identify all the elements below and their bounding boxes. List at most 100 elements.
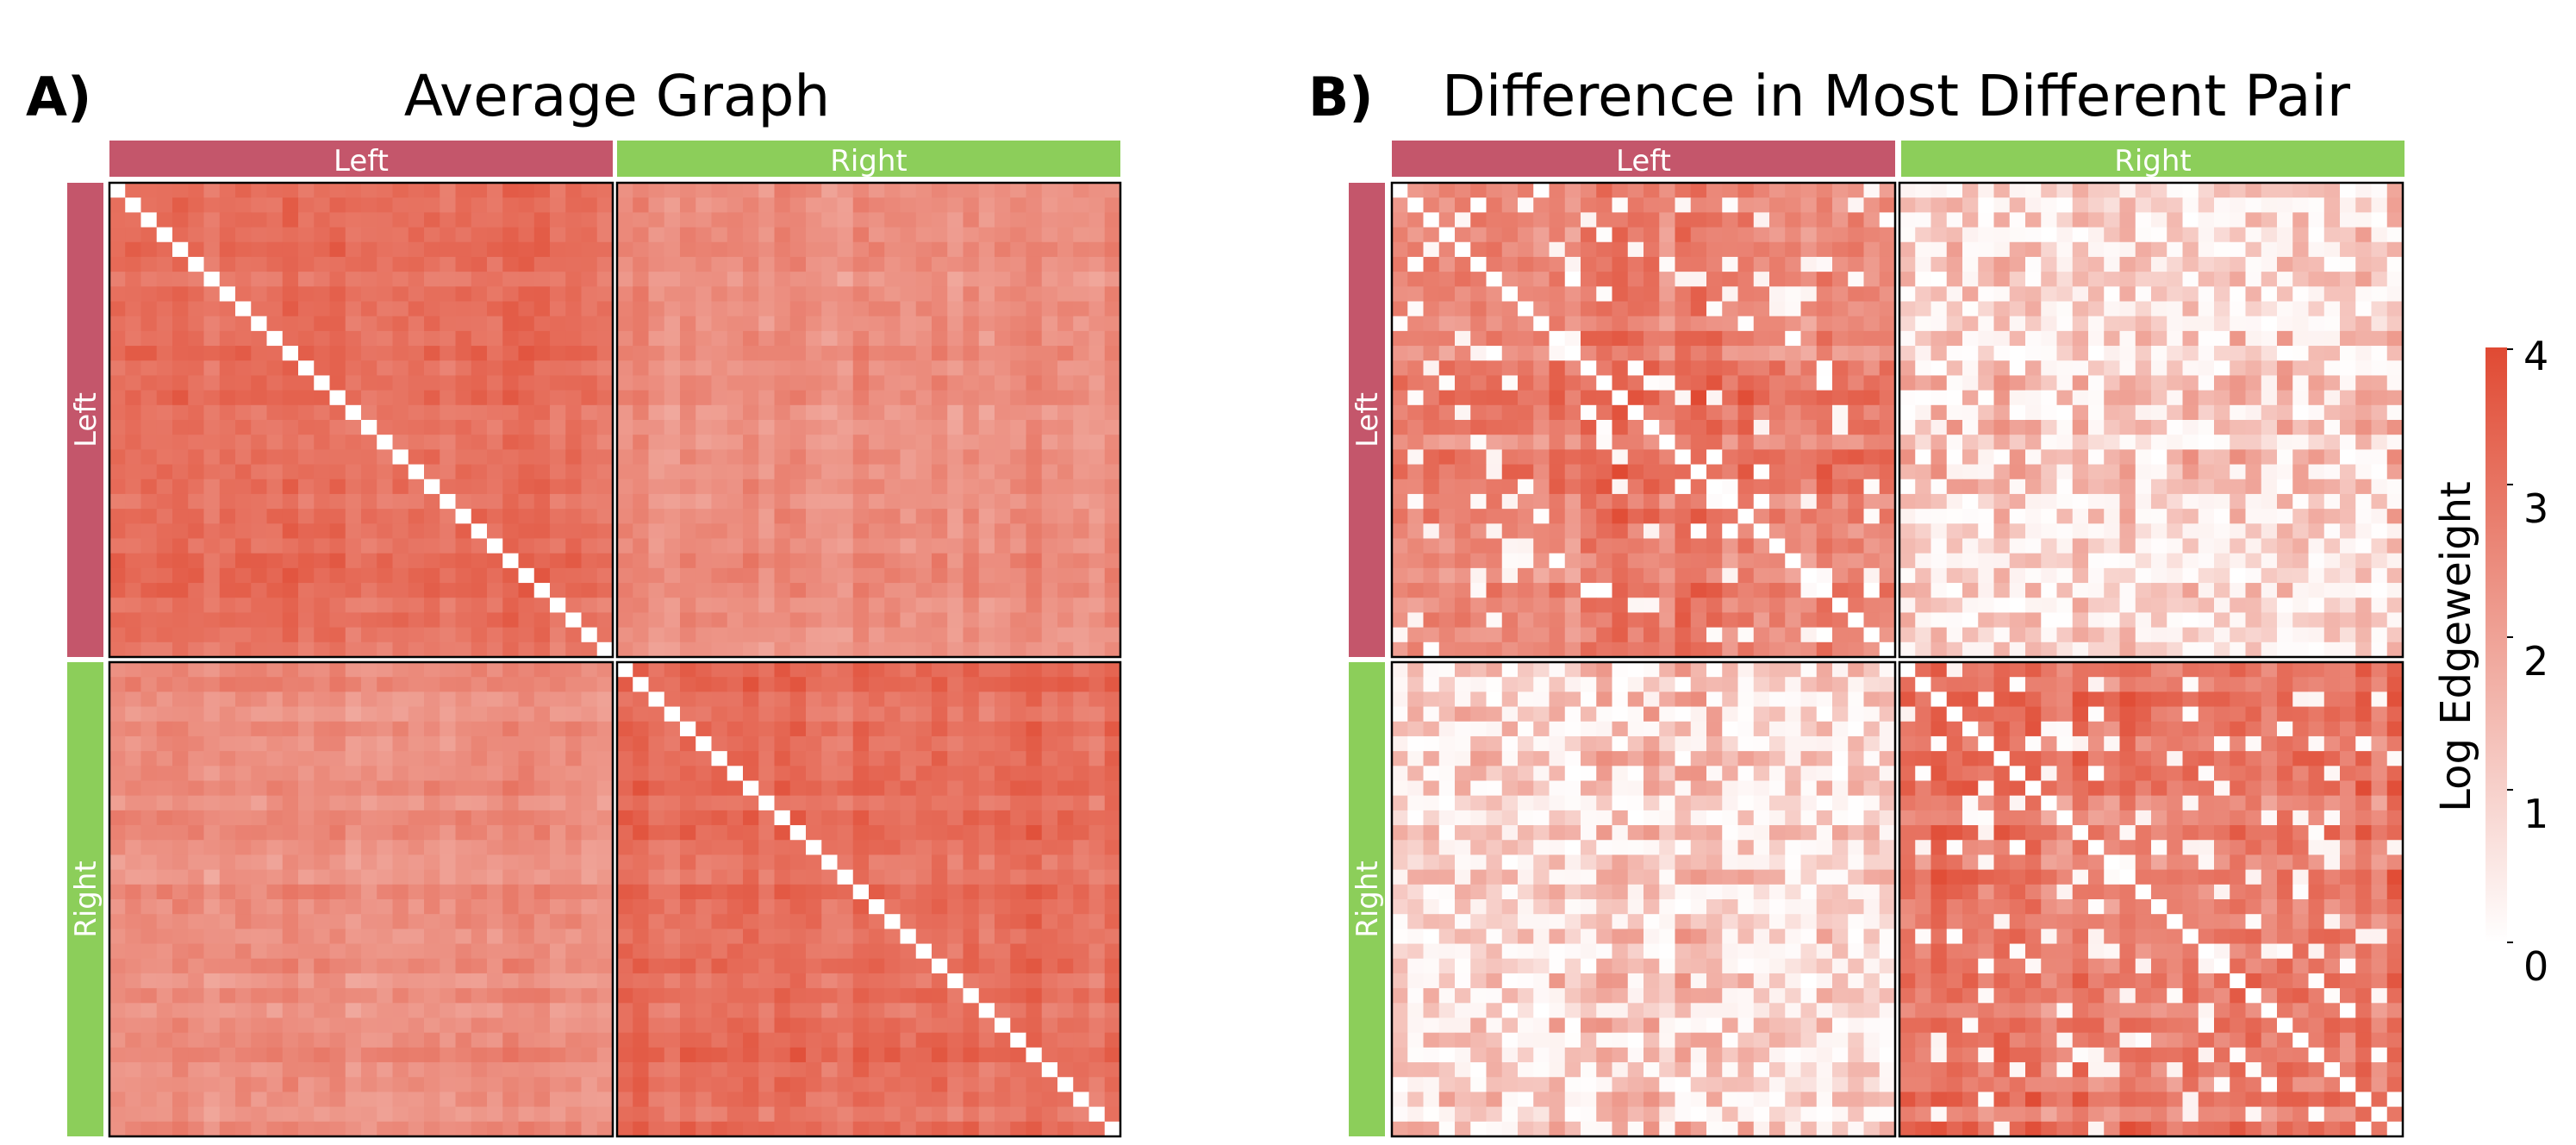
heatmap-cell xyxy=(884,722,901,737)
heatmap-cell xyxy=(1817,286,1833,302)
heatmap-cell xyxy=(775,662,791,678)
heatmap-cell xyxy=(109,242,126,258)
heatmap-cell xyxy=(1026,707,1043,723)
heatmap-cell xyxy=(901,944,917,960)
heatmap-cell xyxy=(649,360,665,376)
heatmap-cell xyxy=(346,662,362,678)
heatmap-cell xyxy=(487,346,503,361)
heatmap-cell xyxy=(964,554,980,569)
heatmap-cell xyxy=(251,662,267,678)
heatmap-cell xyxy=(471,509,488,524)
heatmap-cell xyxy=(727,781,744,797)
heatmap-cell xyxy=(1785,331,1801,347)
heatmap-cell xyxy=(188,523,204,539)
heatmap-cell xyxy=(393,360,409,376)
heatmap-cell xyxy=(1439,554,1456,569)
heatmap-cell xyxy=(1691,228,1707,243)
heatmap-cell xyxy=(125,707,141,723)
heatmap-cell xyxy=(330,286,346,302)
heatmap-cell xyxy=(283,554,299,569)
heatmap-cell xyxy=(1596,449,1612,465)
heatmap-cell xyxy=(141,751,158,766)
heatmap-cell xyxy=(550,988,566,1004)
heatmap-cell xyxy=(1832,302,1849,317)
heatmap-cell xyxy=(727,1107,744,1123)
panel-a-block-right-left xyxy=(109,662,613,1136)
heatmap-cell xyxy=(838,914,854,929)
heatmap-cell xyxy=(109,272,126,287)
heatmap-cell xyxy=(1057,691,1074,707)
heatmap-cell xyxy=(393,707,409,723)
heatmap-cell xyxy=(853,840,870,855)
heatmap-cell xyxy=(109,509,126,524)
heatmap-cell xyxy=(188,854,204,870)
heatmap-cell xyxy=(695,360,712,376)
heatmap-cell xyxy=(565,707,582,723)
heatmap-cell xyxy=(695,707,712,723)
heatmap-cell xyxy=(314,854,330,870)
heatmap-cell xyxy=(1089,825,1106,841)
heatmap-cell xyxy=(1487,316,1503,332)
heatmap-cell xyxy=(901,825,917,841)
heatmap-cell xyxy=(743,612,759,628)
heatmap-cell xyxy=(932,212,948,228)
heatmap-cell xyxy=(775,944,791,960)
heatmap-cell xyxy=(664,751,681,766)
heatmap-cell xyxy=(314,825,330,841)
heatmap-cell xyxy=(1105,707,1121,723)
heatmap-cell xyxy=(346,870,362,885)
heatmap-cell xyxy=(361,1092,377,1107)
heatmap-cell xyxy=(901,1092,917,1107)
heatmap-cell xyxy=(838,736,854,752)
heatmap-cell xyxy=(346,479,362,495)
heatmap-cell xyxy=(1089,628,1106,643)
heatmap-cell xyxy=(916,1048,932,1063)
heatmap-cell xyxy=(267,1048,284,1063)
heatmap-cell xyxy=(550,1018,566,1034)
heatmap-cell xyxy=(1010,212,1026,228)
heatmap-cell xyxy=(487,662,503,678)
heatmap-cell xyxy=(1848,509,1864,524)
heatmap-cell xyxy=(695,988,712,1004)
heatmap-cell xyxy=(1581,479,1597,495)
heatmap-cell xyxy=(1691,212,1707,228)
heatmap-cell xyxy=(712,628,728,643)
heatmap-cell xyxy=(298,1107,315,1123)
heatmap-cell xyxy=(853,435,870,450)
heatmap-cell xyxy=(979,959,995,974)
heatmap-cell xyxy=(853,465,870,480)
heatmap-cell xyxy=(712,1062,728,1078)
heatmap-cell xyxy=(109,197,126,213)
heatmap-cell xyxy=(1659,228,1675,243)
heatmap-cell xyxy=(1628,449,1644,465)
heatmap-cell xyxy=(125,751,141,766)
heatmap-cell xyxy=(1785,449,1801,465)
heatmap-cell xyxy=(1596,479,1612,495)
heatmap-cell xyxy=(1487,479,1503,495)
heatmap-cell xyxy=(695,286,712,302)
heatmap-cell xyxy=(456,554,472,569)
heatmap-cell xyxy=(743,212,759,228)
heatmap-cell xyxy=(712,568,728,584)
heatmap-cell xyxy=(346,539,362,554)
heatmap-cell xyxy=(283,539,299,554)
heatmap-cell xyxy=(582,766,598,781)
heatmap-cell xyxy=(1057,929,1074,944)
heatmap-cell xyxy=(964,944,980,960)
heatmap-cell xyxy=(1057,598,1074,613)
heatmap-cell xyxy=(964,212,980,228)
heatmap-cell xyxy=(1518,183,1534,198)
heatmap-cell xyxy=(471,707,488,723)
heatmap-cell xyxy=(617,929,633,944)
heatmap-cell xyxy=(157,944,173,960)
heatmap-cell xyxy=(251,707,267,723)
heatmap-cell xyxy=(790,331,807,347)
heatmap-cell xyxy=(550,302,566,317)
heatmap-cell xyxy=(821,988,838,1004)
heatmap-cell xyxy=(884,870,901,885)
heatmap-cell xyxy=(1565,554,1581,569)
heatmap-cell xyxy=(1785,479,1801,495)
heatmap-cell xyxy=(330,825,346,841)
heatmap-cell xyxy=(932,523,948,539)
heatmap-cell xyxy=(664,1077,681,1092)
